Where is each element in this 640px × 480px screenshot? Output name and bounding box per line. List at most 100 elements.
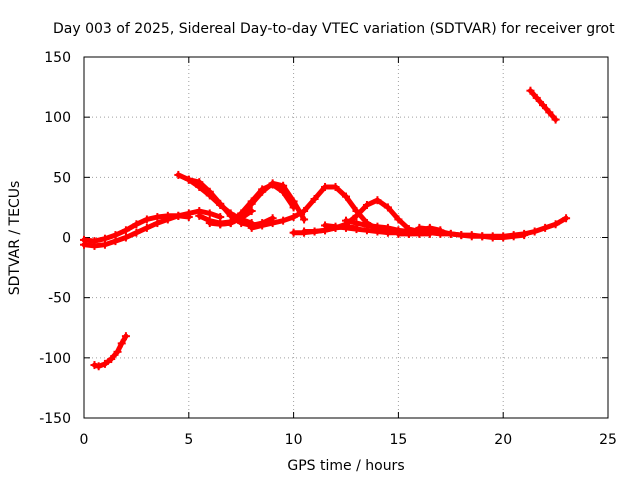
data-point (532, 93, 541, 102)
data-point (509, 232, 518, 241)
data-point (279, 181, 288, 190)
data-point (352, 223, 361, 232)
data-point (184, 175, 193, 184)
data-point (153, 213, 162, 222)
data-point (539, 101, 548, 110)
y-tick-label: 150 (44, 50, 71, 66)
data-point (258, 187, 267, 196)
data-point (362, 221, 371, 230)
data-point (551, 115, 560, 124)
data-point (383, 223, 392, 232)
data-point (321, 182, 330, 191)
x-tick-labels: 0 5 10 15 20 25 (80, 432, 617, 448)
data-point (247, 223, 256, 232)
data-point (310, 194, 319, 203)
data-point (100, 359, 109, 368)
x-tick-label: 10 (285, 432, 303, 448)
data-point (289, 228, 298, 237)
data-point (195, 211, 204, 220)
data-point (216, 199, 225, 208)
x-tick-label: 20 (494, 432, 512, 448)
data-point (331, 223, 340, 232)
y-tick-label: -100 (39, 351, 71, 367)
x-tick-label: 0 (80, 432, 89, 448)
data-point (520, 231, 529, 240)
data-point (132, 220, 141, 229)
data-point (289, 213, 298, 222)
data-point (132, 228, 141, 237)
data-point (404, 229, 413, 238)
data-point (321, 226, 330, 235)
data-point (457, 231, 466, 240)
x-tick-label: 5 (184, 432, 193, 448)
data-point (117, 339, 126, 348)
x-tick-label: 25 (599, 432, 617, 448)
data-point (289, 197, 298, 206)
data-point (545, 108, 554, 117)
data-point (310, 227, 319, 236)
data-point (342, 222, 350, 231)
data-point (300, 207, 309, 216)
data-point (300, 228, 309, 237)
data-point (174, 211, 183, 220)
data-point (90, 237, 99, 246)
data-point (111, 231, 120, 240)
axis-ticks (83, 56, 609, 419)
data-point (258, 221, 267, 230)
data-point (373, 222, 382, 231)
data-point (90, 361, 99, 370)
data-point (300, 215, 309, 224)
data-point (205, 187, 214, 196)
data-point (526, 86, 535, 95)
data-point (562, 214, 571, 223)
series-group (80, 86, 571, 371)
data-point (113, 347, 122, 356)
data-point (551, 220, 560, 229)
data-point (394, 229, 403, 238)
y-tick-label: 0 (62, 231, 71, 247)
data-point (205, 219, 214, 228)
data-point (394, 215, 403, 224)
data-point (352, 211, 361, 220)
data-point (279, 216, 288, 225)
y-axis-label: SDTVAR / TECUs (7, 181, 23, 296)
data-point (362, 201, 371, 210)
data-point (467, 232, 476, 241)
y-tick-labels: 150 100 50 0 -50 -100 -150 (39, 50, 71, 427)
data-point (205, 209, 214, 218)
data-point (94, 362, 103, 371)
data-point (121, 233, 130, 242)
data-point (216, 220, 225, 229)
data-point (237, 214, 246, 223)
data-point (268, 219, 277, 228)
data-point (499, 233, 508, 242)
y-tick-label: -150 (39, 411, 71, 427)
chart-title: Day 003 of 2025, Sidereal Day-to-day VTE… (53, 21, 615, 37)
data-point (142, 215, 151, 224)
data-point (247, 199, 256, 208)
data-point (121, 226, 130, 235)
data-point (436, 227, 445, 236)
grid (84, 57, 608, 418)
data-point (247, 207, 256, 216)
y-tick-label: 50 (53, 170, 71, 186)
data-point (425, 225, 434, 234)
data-point (342, 192, 350, 201)
x-axis-label: GPS time / hours (287, 458, 404, 474)
data-point (142, 223, 151, 232)
data-point (163, 211, 172, 220)
x-tick-label: 15 (389, 432, 407, 448)
data-point (107, 355, 116, 364)
plot-frame (83, 56, 609, 419)
data-point (373, 196, 382, 205)
data-point (226, 219, 235, 228)
data-point (100, 234, 109, 243)
data-point (383, 203, 392, 212)
data-point (446, 229, 455, 238)
data-point (415, 223, 424, 232)
y-tick-label: -50 (48, 291, 71, 307)
data-point (121, 332, 130, 341)
data-point (541, 223, 550, 232)
data-point (478, 232, 487, 241)
